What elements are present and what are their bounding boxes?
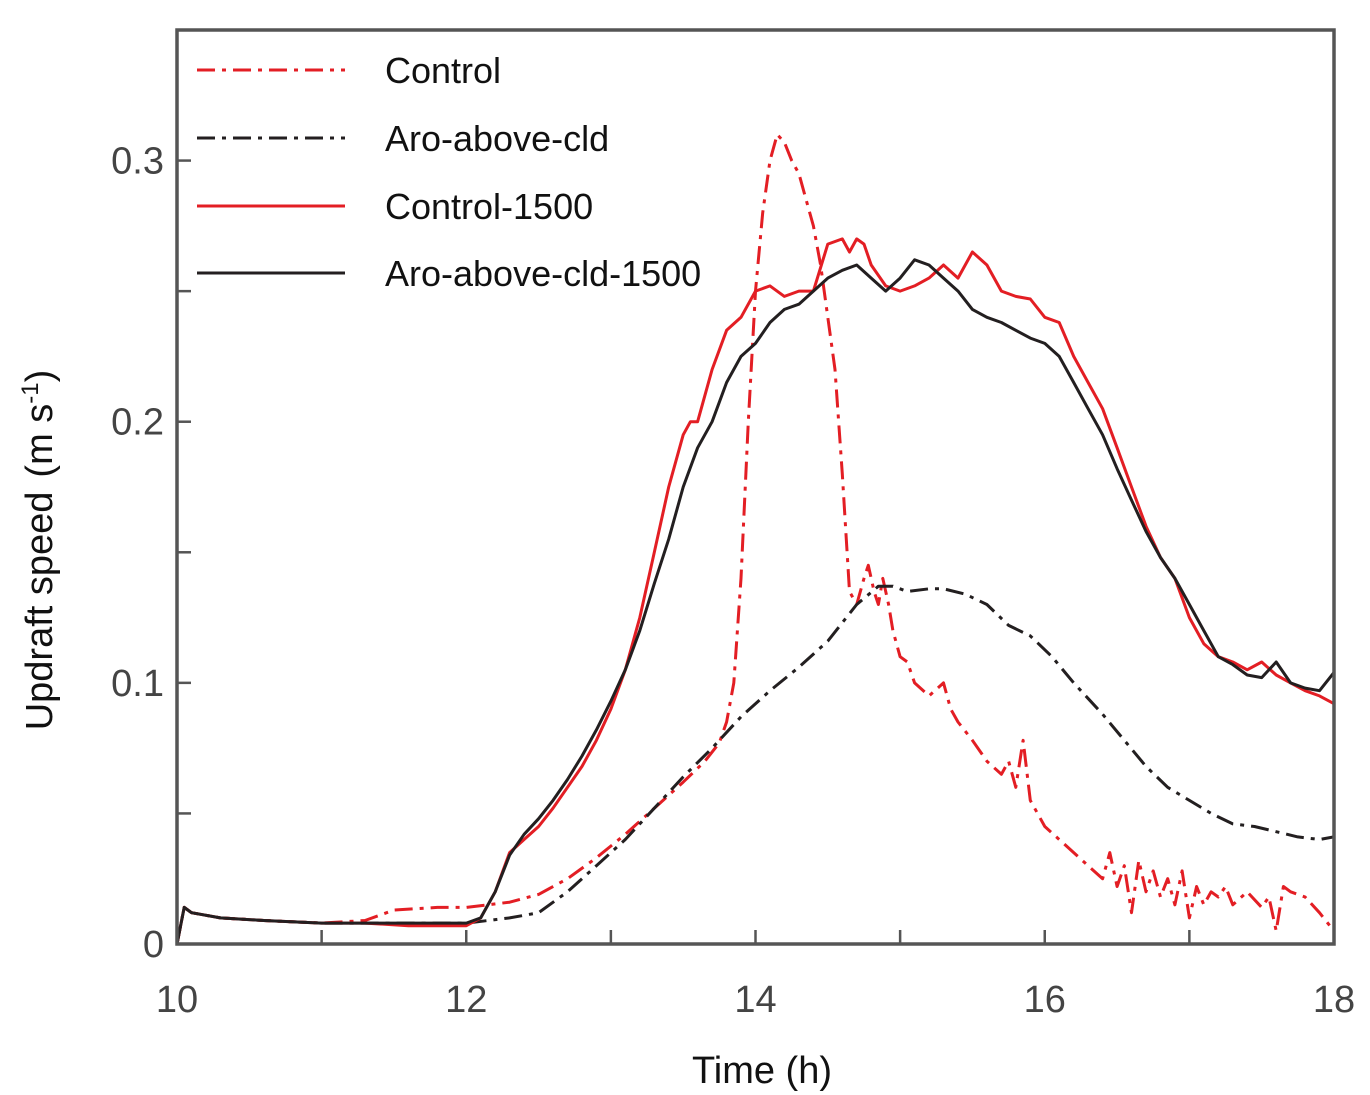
x-tick-label: 18	[1313, 979, 1355, 1021]
x-tick-label: 14	[734, 979, 776, 1021]
y-axis-title-unit: (m s	[19, 404, 61, 478]
legend-label-control-1500: Control-1500	[385, 186, 593, 227]
y-tick-label: 0	[143, 924, 164, 966]
legend-label-control: Control	[385, 50, 501, 91]
y-axis-title-unit-exponent: -1	[17, 382, 44, 403]
tick-labels: 10 12 14 16 18 0 0.1 0.2 0.3	[111, 141, 1355, 1021]
y-tick-label: 0.2	[111, 402, 164, 444]
y-tick-label: 0.3	[111, 141, 164, 183]
plot-lines	[177, 133, 1334, 944]
x-tick-label: 10	[156, 979, 198, 1021]
axis-ticks	[175, 159, 1336, 946]
y-axis-title: Updraft speed (m s-1)	[17, 370, 61, 731]
series-line-aro-above-cld	[177, 584, 1334, 944]
y-tick-label: 0.1	[111, 663, 164, 705]
y-axis-title-unit-close: )	[19, 370, 61, 383]
x-tick-label: 12	[445, 979, 487, 1021]
x-axis-title: Time (h)	[692, 1050, 832, 1092]
legend-label-aro-above-cld-1500: Aro-above-cld-1500	[385, 253, 701, 294]
legend-label-aro-above-cld: Aro-above-cld	[385, 118, 609, 159]
plot-frame	[175, 28, 1336, 946]
y-axis-title-main: Updraft speed	[19, 492, 61, 731]
series-line-aro-above-cld-1500	[177, 258, 1334, 944]
series-line-control	[177, 133, 1334, 944]
x-tick-label: 16	[1024, 979, 1066, 1021]
legend: Control Aro-above-cld Control-1500 Aro-abov…	[197, 50, 701, 294]
